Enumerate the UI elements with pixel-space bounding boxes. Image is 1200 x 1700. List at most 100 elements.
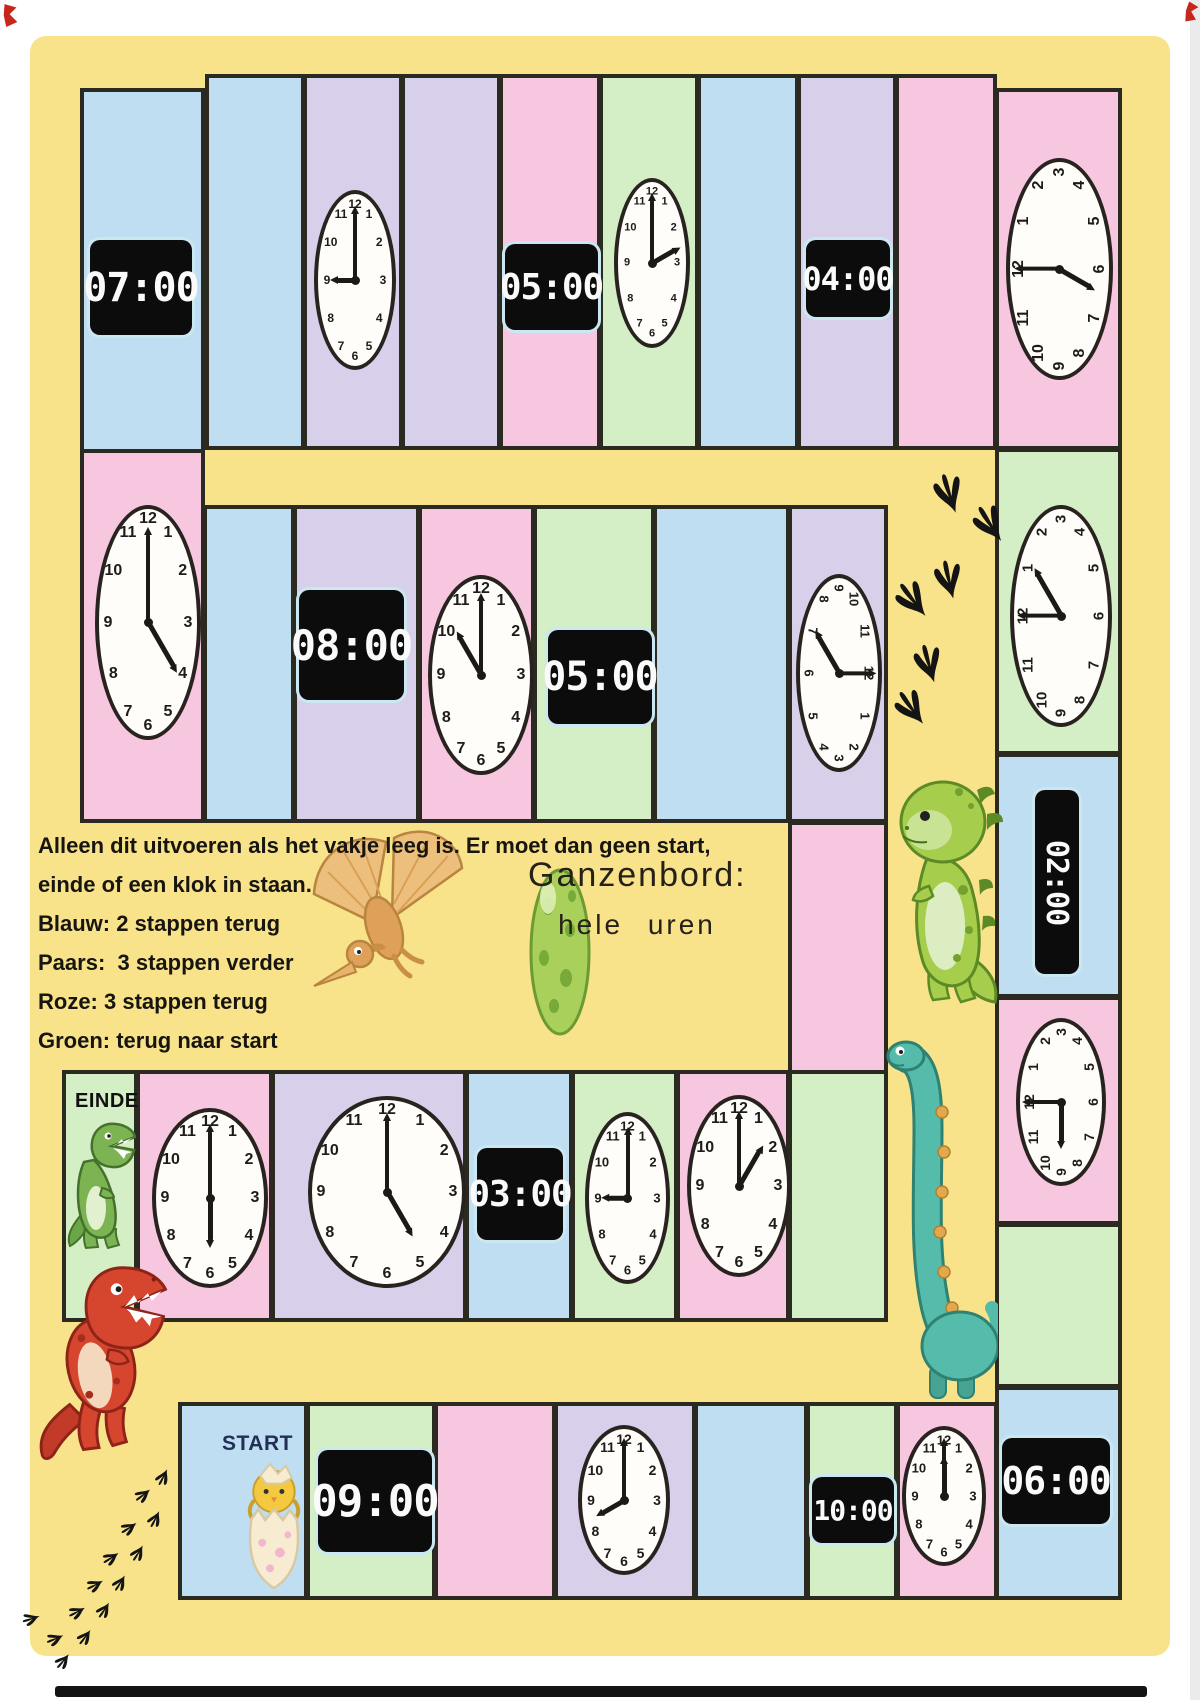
clock-center [734, 1181, 744, 1191]
footprint-icon [74, 1625, 97, 1648]
clock-number: 6 [351, 349, 359, 363]
hand-tip [754, 1143, 766, 1155]
board-square-row2-5 [653, 505, 790, 823]
clock-number: 8 [1071, 695, 1089, 705]
clock-number: 4 [439, 1224, 449, 1241]
clock-number: 3 [1052, 514, 1070, 524]
clock-number: 8 [700, 1215, 710, 1233]
clock-number: 1 [228, 1123, 237, 1141]
einde-trex-icon [64, 1116, 136, 1254]
clock-number: 6 [476, 752, 486, 769]
clock-number: 6 [205, 1265, 215, 1282]
clock-number: 12 [378, 1101, 396, 1118]
clock-center [143, 618, 153, 627]
clock-center [205, 1193, 215, 1203]
digital-clock-value: 05:00 [542, 654, 658, 700]
hand-tip [206, 1123, 214, 1132]
analog-clock-right-1: 1 2 3 4 5 6 7 8 9 10 11 12 [1006, 158, 1113, 380]
clock-number: 1 [496, 591, 506, 609]
digital-clock-right-3: 02:00 [1035, 790, 1079, 974]
clock-number: 8 [816, 595, 832, 603]
clock-number: 4 [375, 311, 383, 325]
chick-egg-icon [246, 1458, 302, 1594]
clock-number: 2 [648, 1461, 657, 1478]
digital-clock-value: 07:00 [83, 264, 199, 311]
clock-number: 11 [1015, 309, 1033, 326]
clock-number: 2 [768, 1138, 778, 1156]
clock-number: 6 [623, 1262, 632, 1278]
hand-tip [593, 1508, 605, 1520]
hour-hand [206, 1198, 214, 1248]
red-trex-icon [26, 1256, 174, 1471]
hand-tip [1013, 264, 1022, 273]
clock-number: 1 [1025, 1063, 1042, 1071]
analog-clock-right-2: 1 2 3 4 5 6 7 8 9 10 11 12 [1010, 505, 1112, 727]
board-square-row2-1 [203, 505, 295, 823]
clock-number: 9 [103, 613, 113, 631]
clock-number: 11 [1019, 656, 1037, 673]
clock-number: 1 [636, 1439, 645, 1456]
clock-number: 10 [587, 1461, 604, 1478]
clock-number: 5 [638, 1252, 646, 1268]
clock-number: 6 [940, 1544, 948, 1560]
hand-tip [1017, 611, 1026, 620]
clock-number: 3 [1050, 167, 1068, 177]
clock-center [382, 1187, 392, 1197]
footprint-icon [100, 1547, 123, 1570]
clock-number: 8 [441, 709, 451, 726]
clock-number: 3 [379, 273, 387, 287]
clock-center [1056, 611, 1066, 621]
pterodactyl-icon [308, 820, 468, 1005]
hand-tip [1022, 1097, 1031, 1106]
hour-hand [940, 1456, 948, 1496]
instruction-line: Alleen dit uitvoeren als het vakje leeg … [38, 833, 711, 858]
clock-number: 5 [954, 1536, 963, 1552]
digital-clock-bottom-2: 09:00 [311, 1450, 440, 1552]
minute-hand [206, 1123, 214, 1198]
footprint-icon [132, 1483, 155, 1506]
digital-clock-bottom-6: 10:00 [812, 1477, 894, 1543]
analog-clock-row3-6: 1 2 3 4 5 6 7 8 9 10 11 12 [687, 1095, 791, 1277]
clock-number: 9 [436, 666, 446, 683]
clock-number: 5 [228, 1254, 237, 1272]
clock-number: 2 [965, 1460, 973, 1476]
digital-clock-value: 06:00 [1001, 1459, 1111, 1503]
clock-number: 3 [831, 754, 847, 762]
brachiosaurus-icon [878, 1032, 998, 1400]
clock-number: 7 [123, 703, 133, 721]
digital-clock-row2-2: 08:00 [291, 590, 413, 700]
hand-tip [405, 1227, 416, 1239]
clock-number: 4 [816, 742, 832, 751]
clock-number: 2 [1033, 527, 1051, 537]
clock-number: 7 [456, 740, 466, 758]
clock-number: 7 [636, 317, 643, 330]
instruction-line: Blauw: 2 stappen terug [38, 911, 281, 936]
clock-number: 8 [1069, 1158, 1085, 1167]
title-line1: Ganzenbord: [528, 856, 747, 894]
digital-clock-row1-4: 05:00 [500, 244, 604, 330]
digital-clock-value: 08:00 [290, 620, 413, 670]
clock-number: 11 [119, 523, 137, 541]
green-egg-icon [528, 866, 592, 1038]
clock-number: 6 [1085, 1098, 1101, 1106]
clock-number: 3 [673, 256, 681, 269]
clock-number: 11 [633, 195, 646, 207]
clock-number: 1 [415, 1111, 425, 1129]
clock-number: 1 [1015, 216, 1033, 225]
clock-number: 9 [594, 1190, 602, 1206]
clock-number: 2 [670, 221, 677, 233]
clock-center [939, 1491, 949, 1501]
board-square-row3-7 [788, 1070, 888, 1322]
clock-number: 2 [375, 235, 383, 249]
digital-clock-value: 03:00 [468, 1173, 572, 1215]
clock-number: 9 [1053, 1168, 1069, 1176]
hour-hand [384, 1190, 416, 1239]
hand-tip [477, 593, 485, 602]
clock-number: 4 [244, 1227, 254, 1244]
clock-number: 2 [846, 742, 862, 751]
digital-clock-row2-4: 05:00 [542, 630, 659, 724]
clock-number: 10 [1037, 1154, 1053, 1171]
hand-tip [1030, 566, 1042, 578]
